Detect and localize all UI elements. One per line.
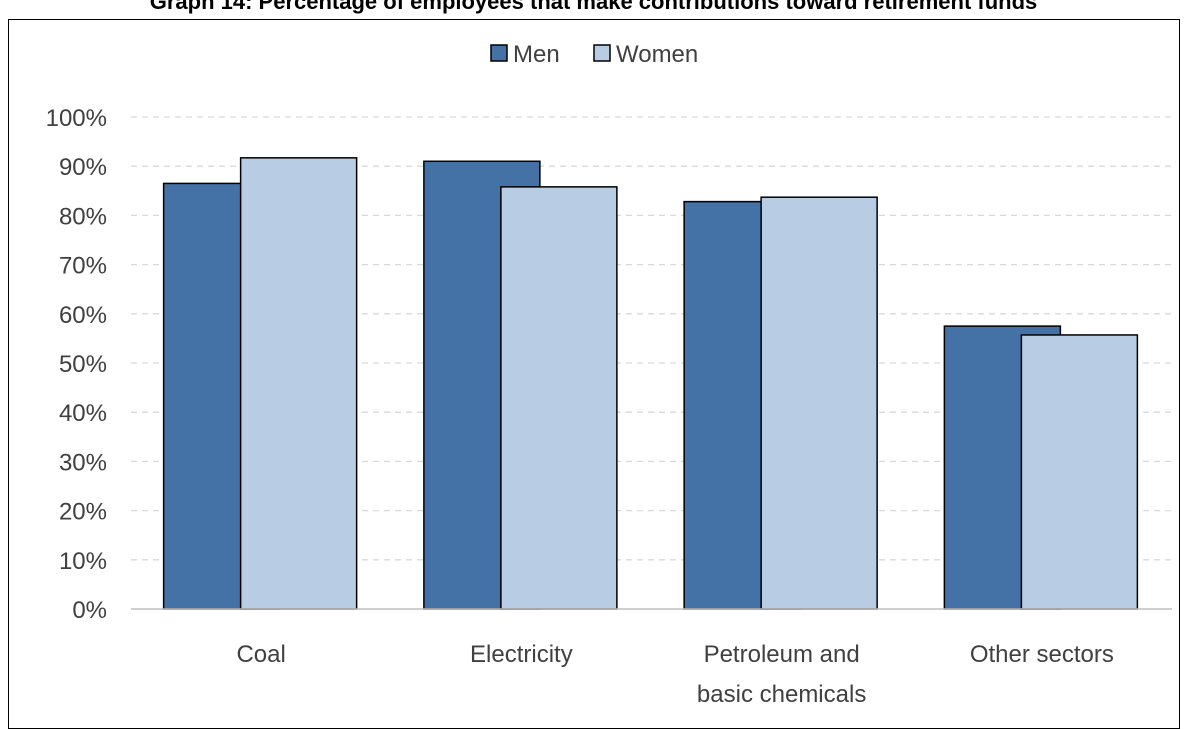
chart-frame: 0% 10% 20% 30% 40% 50% 60% 70% 80% 90% 100% Coal El… — [8, 19, 1180, 729]
y-tick-label: 100% — [46, 105, 107, 132]
legend-label-men: Men — [513, 41, 560, 68]
legend: Men Women — [490, 41, 698, 68]
y-tick-label: 10% — [59, 548, 107, 575]
y-axis-tick-labels: 0% 10% 20% 30% 40% 50% 60% 70% 80% 90% 100% — [46, 105, 107, 624]
legend-swatch-women — [593, 44, 611, 62]
y-tick-label: 50% — [59, 351, 107, 378]
y-tick-label: 70% — [59, 253, 107, 280]
x-category-label: Petroleum and — [704, 641, 860, 668]
y-tick-label: 90% — [59, 154, 107, 181]
y-tick-label: 40% — [59, 400, 107, 427]
bar-chart: 0% 10% 20% 30% 40% 50% 60% 70% 80% 90% 100% Coal El… — [46, 41, 1172, 708]
chart-title: Graph 14: Percentage of employees that m… — [149, 0, 1038, 14]
x-category-label: basic chemicals — [697, 681, 866, 708]
gridlines — [131, 116, 1172, 561]
y-tick-label: 20% — [59, 499, 107, 526]
y-tick-label: 30% — [59, 449, 107, 476]
x-axis-category-labels: Coal Electricity Petroleum and basic chemic… — [236, 641, 1113, 708]
x-category-label: Coal — [236, 641, 285, 668]
y-tick-label: 80% — [59, 203, 107, 230]
bar-women-electricity — [500, 186, 618, 610]
x-category-label: Other sectors — [970, 641, 1114, 668]
y-tick-label: 0% — [72, 597, 107, 624]
bars — [162, 157, 1139, 610]
bar-women-coal — [239, 157, 358, 610]
x-category-label: Electricity — [470, 641, 573, 668]
y-tick-label: 60% — [59, 302, 107, 329]
bar-women-petroleum-and-basic-chemicals — [760, 196, 878, 610]
bar-women-other-sectors — [1020, 334, 1139, 610]
legend-swatch-men — [490, 44, 508, 62]
legend-label-women: Women — [616, 41, 698, 68]
